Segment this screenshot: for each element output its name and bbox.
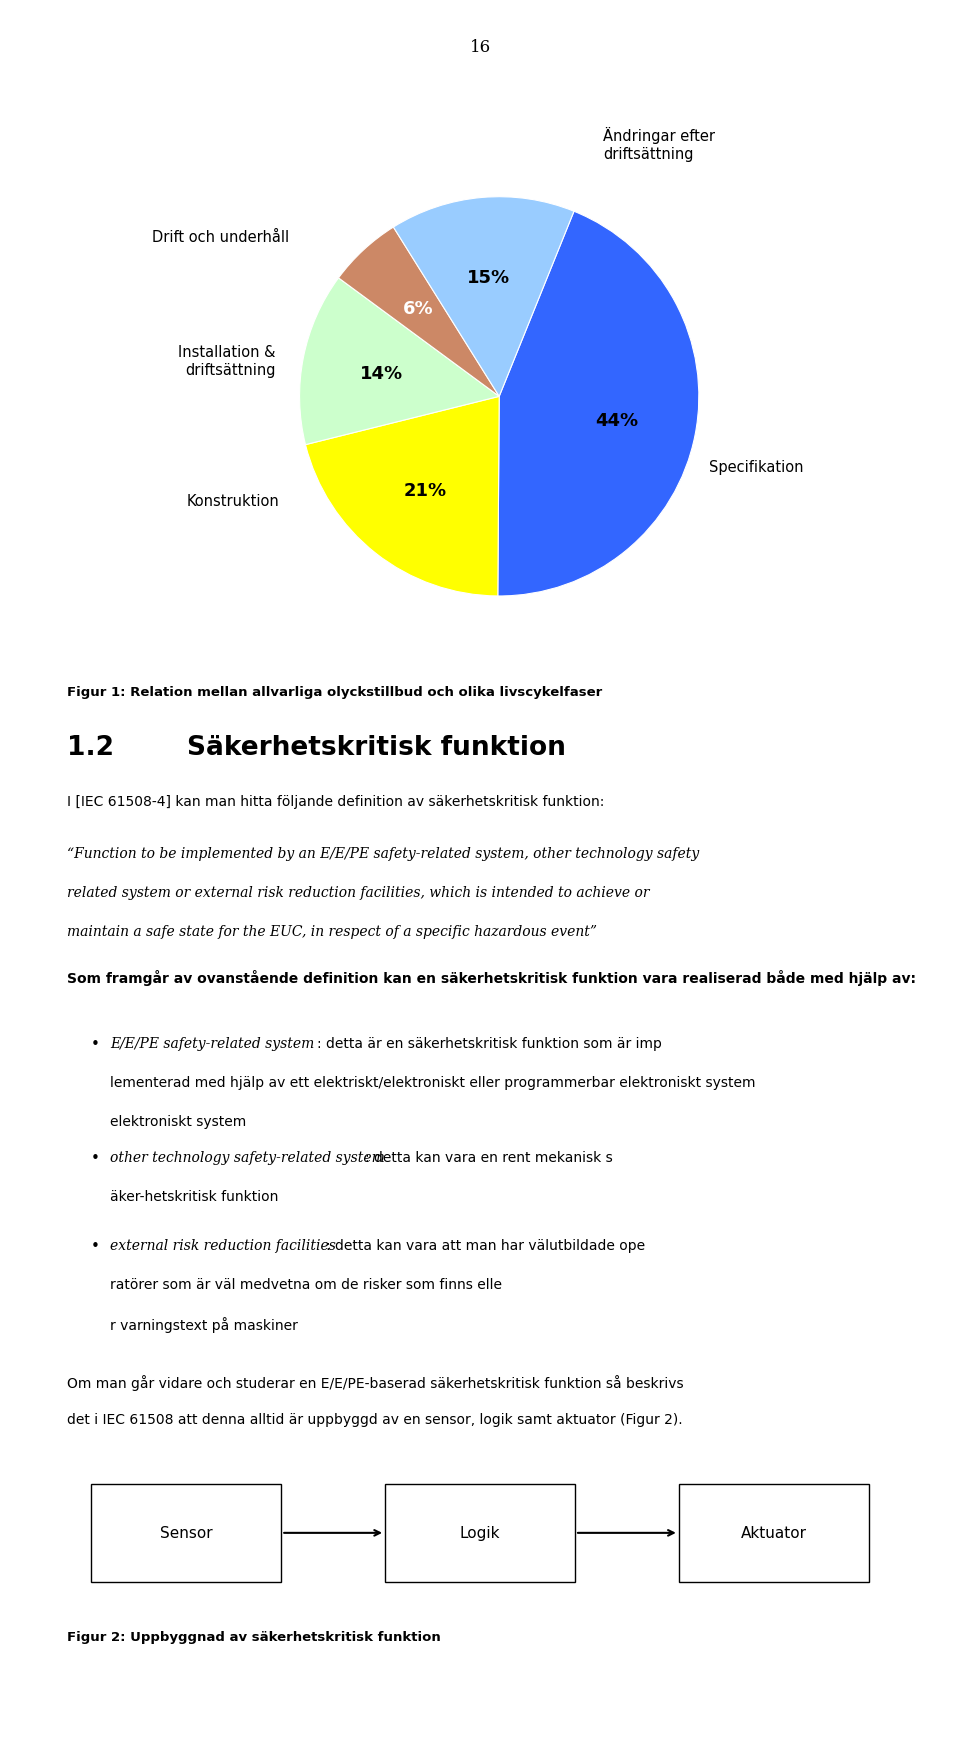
Text: •: • xyxy=(91,1151,100,1167)
Text: Som framgår av ovanstående definition kan en säkerhetskritisk funktion vara real: Som framgår av ovanstående definition ka… xyxy=(67,970,916,986)
Text: •: • xyxy=(91,1037,100,1052)
Text: other technology safety-related system: other technology safety-related system xyxy=(110,1151,385,1165)
Text: : detta kan vara att man har välutbildade ope: : detta kan vara att man har välutbildad… xyxy=(326,1239,645,1253)
Wedge shape xyxy=(339,228,499,397)
FancyBboxPatch shape xyxy=(679,1483,869,1581)
Text: Logik: Logik xyxy=(460,1525,500,1541)
Wedge shape xyxy=(300,279,499,445)
Text: det i IEC 61508 att denna alltid är uppbyggd av en sensor, logik samt aktuator (: det i IEC 61508 att denna alltid är uppb… xyxy=(67,1413,683,1427)
Wedge shape xyxy=(394,197,574,397)
Text: : detta är en säkerhetskritisk funktion som är imp: : detta är en säkerhetskritisk funktion … xyxy=(317,1037,661,1051)
FancyBboxPatch shape xyxy=(91,1483,281,1581)
Text: elektroniskt system: elektroniskt system xyxy=(110,1114,247,1128)
Text: maintain a safe state for the EUC, in respect of a specific hazardous event”: maintain a safe state for the EUC, in re… xyxy=(67,924,597,938)
Text: “Function to be implemented by an E/E/PE safety-related system, other technology: “Function to be implemented by an E/E/PE… xyxy=(67,847,700,861)
Text: Specifikation: Specifikation xyxy=(708,459,804,474)
Text: E/E/PE safety-related system: E/E/PE safety-related system xyxy=(110,1037,315,1051)
Text: : detta kan vara en rent mekanisk s: : detta kan vara en rent mekanisk s xyxy=(365,1151,612,1165)
Text: lementerad med hjälp av ett elektriskt/elektroniskt eller programmerbar elektron: lementerad med hjälp av ett elektriskt/e… xyxy=(110,1075,756,1089)
Text: I [IEC 61508-4] kan man hitta följande definition av säkerhetskritisk funktion:: I [IEC 61508-4] kan man hitta följande d… xyxy=(67,794,605,808)
FancyBboxPatch shape xyxy=(385,1483,575,1581)
Text: äker-hetskritisk funktion: äker-hetskritisk funktion xyxy=(110,1189,278,1204)
Text: Figur 2: Uppbyggnad av säkerhetskritisk funktion: Figur 2: Uppbyggnad av säkerhetskritisk … xyxy=(67,1630,441,1643)
Text: 14%: 14% xyxy=(360,365,403,383)
Text: Installation &
driftsättning: Installation & driftsättning xyxy=(179,344,276,378)
Text: •: • xyxy=(91,1239,100,1254)
Text: r varningstext på maskiner: r varningstext på maskiner xyxy=(110,1316,299,1332)
Text: related system or external risk reduction facilities, which is intended to achie: related system or external risk reductio… xyxy=(67,886,650,900)
Text: Figur 1: Relation mellan allvarliga olyckstillbud och olika livscykelfaser: Figur 1: Relation mellan allvarliga olyc… xyxy=(67,685,603,698)
Text: Ändringar efter
driftsättning: Ändringar efter driftsättning xyxy=(603,127,715,162)
Text: external risk reduction facilities: external risk reduction facilities xyxy=(110,1239,336,1253)
Text: Säkerhetskritisk funktion: Säkerhetskritisk funktion xyxy=(187,734,566,761)
Text: Aktuator: Aktuator xyxy=(741,1525,806,1541)
Text: 16: 16 xyxy=(469,39,491,56)
Text: Konstruktion: Konstruktion xyxy=(187,494,279,508)
Text: 6%: 6% xyxy=(402,300,433,318)
Wedge shape xyxy=(498,213,699,597)
Text: Sensor: Sensor xyxy=(160,1525,212,1541)
Text: 44%: 44% xyxy=(595,411,638,429)
Text: Om man går vidare och studerar en E/E/PE-baserad säkerhetskritisk funktion så be: Om man går vidare och studerar en E/E/PE… xyxy=(67,1374,684,1390)
Text: 1.2: 1.2 xyxy=(67,734,114,761)
Text: Drift och underhåll: Drift och underhåll xyxy=(153,230,290,244)
Text: 21%: 21% xyxy=(403,481,446,501)
Wedge shape xyxy=(305,397,499,597)
Text: 15%: 15% xyxy=(468,269,511,286)
Text: ratörer som är väl medvetna om de risker som finns elle: ratörer som är väl medvetna om de risker… xyxy=(110,1277,502,1291)
